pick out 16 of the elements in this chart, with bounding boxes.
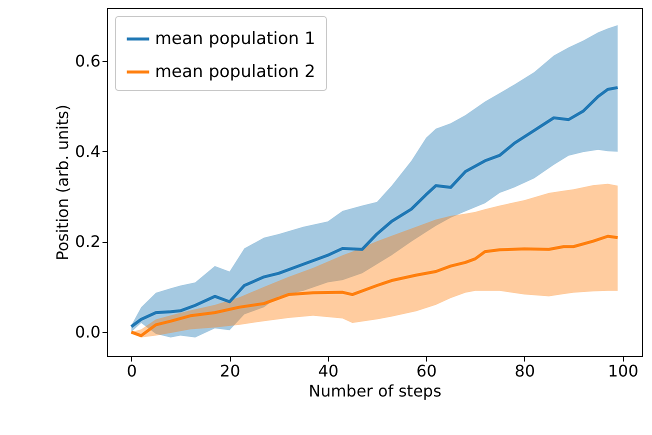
y-tick-label: 0.2 bbox=[75, 232, 100, 252]
line-series bbox=[130, 234, 620, 338]
y-axis-title: Position (arb. units) bbox=[53, 104, 72, 260]
x-tick-label: 60 bbox=[416, 362, 437, 380]
legend-label: mean population 2 bbox=[155, 62, 316, 82]
x-tick-label: 0 bbox=[126, 362, 137, 380]
x-tick-label: 100 bbox=[608, 362, 638, 380]
x-tick-label: 20 bbox=[220, 362, 240, 380]
x-axis-title: Number of steps bbox=[308, 382, 442, 400]
x-tick-label: 80 bbox=[514, 362, 536, 380]
y-tick-label: 0.0 bbox=[75, 322, 100, 342]
y-tick-label: 0.6 bbox=[75, 51, 100, 70]
legend-label: mean population 1 bbox=[155, 29, 316, 49]
line-series bbox=[130, 86, 620, 328]
x-tick-label: 40 bbox=[318, 362, 339, 380]
y-tick-label: 0.4 bbox=[75, 142, 100, 161]
